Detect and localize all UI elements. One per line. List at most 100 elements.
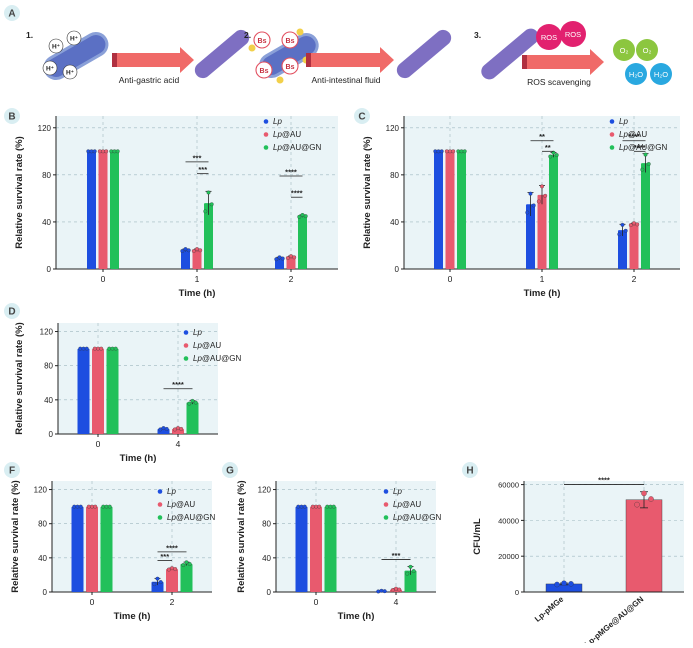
data-point [155,576,160,581]
data-point [462,149,467,154]
molecule-label: H₂O [629,70,643,79]
data-point [379,588,384,593]
legend-text: Lp@AU [167,500,195,509]
data-point [623,228,628,233]
arrow-label: Anti-gastric acid [119,75,180,85]
y-tick-label: 0 [49,430,54,439]
y-tick-label: 0 [43,588,48,597]
y-tick-label: 80 [42,171,51,180]
data-point [303,214,308,219]
panel-label-circle [4,462,20,478]
data-point [161,426,166,431]
y-axis-label: CFU/mL [472,518,483,555]
y-tick-label: 40 [262,554,271,563]
data-point [394,586,398,591]
legend-text: Lp@AU@GN [167,513,215,522]
data-point [187,562,192,566]
proton-label: H⁺ [66,70,74,77]
data-point [99,346,104,351]
significance-label: **** [172,380,184,389]
bacterium-icon [194,29,250,79]
ros-label: ROS [541,33,557,42]
x-tick-label: 4 [394,597,399,607]
arrow-label: ROS scavenging [527,77,591,87]
legend-text: Lp@AU [193,341,221,350]
y-tick-label: 0 [47,265,52,274]
arrow-tail [522,55,527,69]
data-point [280,256,285,261]
significance-label: *** [392,551,401,560]
panel-label: A [8,9,15,20]
significance-label: **** [628,132,640,141]
data-point [543,193,548,198]
bacterium-icon [481,28,539,80]
bar [98,151,108,269]
data-point [104,149,109,154]
proton-label: H⁺ [52,44,60,51]
data-point [554,581,560,588]
y-tick-label: 40000 [498,516,519,525]
data-point [158,427,163,432]
data-point [528,191,533,196]
data-point [170,566,174,571]
data-point [317,504,322,509]
panel-label-circle [4,303,20,319]
bar [186,402,199,434]
legend-marker [383,489,389,494]
significance-label: *** [160,552,169,561]
panel-label: B [8,112,15,123]
bar [526,204,535,269]
bar [549,154,558,269]
data-point [646,162,651,166]
legend-marker [263,132,269,137]
bile-salt-icon [253,31,271,49]
legend-marker [183,343,189,348]
bar [445,151,455,269]
significance-label: **** [634,143,646,152]
ros-label: ROS [565,30,581,39]
schematic: 1. H⁺ H⁺ H⁺ H⁺ Anti-gastric acid 2. Bs Bs Bs Bs Ant… [26,21,672,87]
bar [404,570,417,592]
significance-label: *** [198,165,207,174]
bar [204,203,213,269]
data-point [285,256,290,261]
bar [275,258,284,269]
legend-marker [383,515,389,520]
legend-text: Lp@AU@GN [619,143,667,152]
data-point [397,587,402,592]
legend-text-italic: Lp [167,500,176,509]
legend-text-italic: Lp [167,487,176,496]
legend-text-rest: @AU [628,130,647,139]
arrow-icon [306,47,394,73]
panel-label: C [358,112,365,123]
legend-text-rest: @AU@GN [282,143,322,152]
x-axis-label: Time (h) [120,453,157,464]
panel-label-circle [4,108,20,124]
data-point [302,504,307,509]
bar [100,506,113,592]
legend-text: Lp@AU [619,130,647,139]
legend-text-rest: @AU@GN [402,513,442,522]
legend-text: Lp [619,117,628,126]
legend-text-italic: Lp [393,500,402,509]
data-point [209,202,214,207]
legend-text: Lp@AU@GN [273,143,321,152]
data-point [176,426,180,431]
x-axis-label: Time (h) [524,288,561,299]
y-tick-label: 40 [38,554,47,563]
data-point [617,232,622,237]
data-point [331,504,336,509]
y-tick-label: 80 [38,520,47,529]
bar [166,568,178,592]
legend-marker [157,502,163,507]
legend-text-rest: @AU [176,500,195,509]
legend-marker [609,145,615,150]
x-axis-label: Time (h) [114,611,151,622]
y-tick-label: 120 [38,124,52,133]
legend-text-italic: Lp [273,117,282,126]
legend-text: Lp@AU [393,500,421,509]
bar [110,151,119,269]
y-tick-label: 40 [44,396,53,405]
